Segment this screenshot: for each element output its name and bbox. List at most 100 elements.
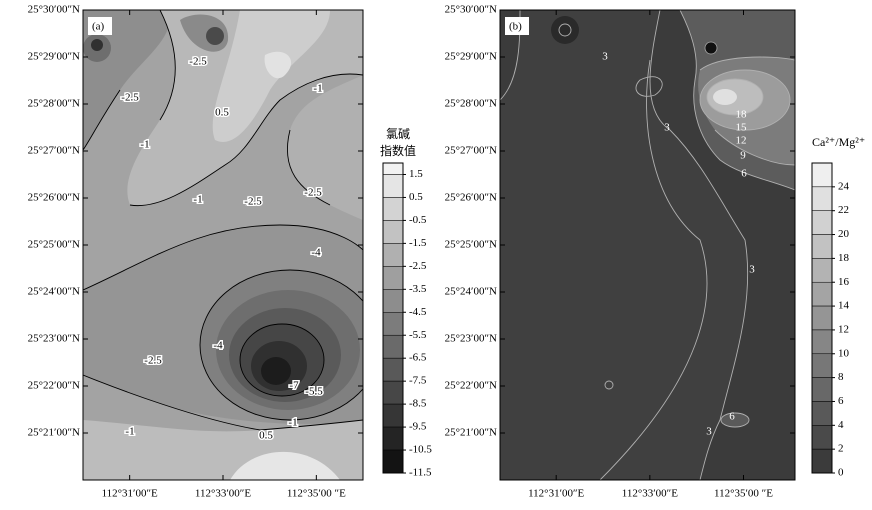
colorbar-frame	[382, 162, 404, 474]
colorbar-tick-label: 22	[838, 204, 849, 216]
contour-label: 6	[741, 168, 747, 180]
colorbar-tick-label: -3.5	[409, 283, 427, 295]
x-tick-label: 112°31′00″E	[102, 488, 158, 500]
colorbar-title: 指数值	[380, 143, 416, 158]
contour-line	[83, 89, 121, 151]
y-tick-label: 25°30′00″N	[445, 4, 497, 16]
x-tick-label: 112°35′00 ″E	[287, 488, 346, 500]
colorbar-segment	[811, 401, 833, 426]
y-tick-label: 25°26′00″N	[28, 192, 80, 204]
field-region	[261, 357, 291, 385]
contour-label: -2.5	[144, 355, 162, 367]
field-region	[212, 10, 330, 142]
y-tick-label: 25°21′00″N	[445, 427, 497, 439]
contour-label: -2.5	[244, 196, 262, 208]
field-region	[206, 27, 224, 45]
x-tick-label: 112°33′00″E	[622, 488, 678, 500]
colorbar-segment	[382, 289, 404, 313]
y-tick-label: 25°29′00″N	[28, 51, 80, 63]
y-tick-label: 25°23′00″N	[445, 333, 497, 345]
colorbar-tick-label: 1.5	[409, 168, 423, 180]
contour-line	[699, 69, 791, 131]
y-tick-label: 25°22′00″N	[445, 380, 497, 392]
contour-label: -2.5	[121, 92, 139, 104]
panel-label: (a)	[92, 21, 105, 33]
contour-label: -7	[289, 380, 299, 392]
contour-line	[720, 412, 750, 428]
colorbar-tick-label: 20	[838, 228, 850, 240]
colorbar-tick-label: 10	[838, 347, 850, 359]
x-tick-label: 112°35′00 ″E	[714, 488, 773, 500]
colorbar-segment	[811, 162, 833, 188]
colorbar-segment	[382, 403, 404, 428]
field-region	[230, 451, 340, 480]
colorbar-tick-label: -10.5	[409, 444, 432, 456]
colorbar-tick-label: 6	[838, 395, 844, 407]
colorbar-segment	[382, 243, 404, 267]
colorbar-segment	[382, 426, 404, 451]
y-tick-label: 25°23′00″N	[28, 333, 80, 345]
colorbar-tick-label: 8	[838, 371, 844, 383]
colorbar-tick-label: 16	[838, 276, 850, 288]
colorbar-segment	[811, 329, 833, 355]
contour-label: -4	[311, 247, 321, 259]
contour-label: 0.5	[215, 107, 229, 119]
contour-label: 3	[706, 426, 712, 438]
contour-line	[679, 10, 795, 191]
colorbar-segment	[382, 197, 404, 221]
contour-line	[714, 129, 795, 166]
colorbar-segment	[811, 234, 833, 259]
colorbar-segment	[382, 380, 404, 405]
colorbar-segment	[382, 449, 404, 474]
contour-line	[129, 73, 363, 207]
colorbar-segment	[811, 377, 833, 402]
contour-label: 15	[736, 122, 748, 134]
y-tick-label: 25°24′00″N	[28, 286, 80, 298]
contour-line	[239, 323, 325, 397]
y-tick-label: 25°24′00″N	[445, 286, 497, 298]
y-tick-label: 25°25′00″N	[445, 239, 497, 251]
y-tick-label: 25°29′00″N	[445, 51, 497, 63]
contour-line	[159, 10, 176, 121]
contour-label: 9	[740, 150, 746, 162]
contour-lines	[83, 10, 363, 431]
y-tick-label: 25°26′00″N	[445, 192, 497, 204]
colorbar-tick-label: -2.5	[409, 260, 427, 272]
field-region	[721, 413, 749, 427]
contour-line	[199, 269, 363, 421]
contour-line	[604, 380, 614, 390]
contour-line	[635, 76, 663, 97]
contour-field-b	[500, 10, 795, 480]
y-tick-label: 25°22′00″N	[28, 380, 80, 392]
colorbar-tick-label: -5.5	[409, 329, 427, 341]
panel-label-box	[505, 17, 529, 35]
contour-label: -2.5	[189, 56, 207, 68]
field-region	[704, 41, 718, 55]
colorbar-segment	[382, 334, 404, 359]
colorbar-tick-label: -9.5	[409, 421, 427, 433]
field-region	[91, 39, 103, 51]
field-region	[500, 10, 748, 480]
field-region	[264, 51, 292, 79]
colorbar-tick-label: 12	[838, 323, 849, 335]
colorbar-tick-label: -4.5	[409, 306, 427, 318]
colorbar-title: 氯碱	[386, 127, 410, 141]
contour-field-a	[83, 10, 363, 480]
contour-label: 3	[664, 122, 670, 134]
colorbar-tick-label: 24	[838, 180, 850, 192]
colorbar-segment	[382, 220, 404, 244]
contour-label: -1	[193, 194, 202, 206]
panel-label: (b)	[509, 21, 522, 33]
contour-line	[83, 224, 363, 291]
colorbar-tick-label: 2	[838, 443, 844, 455]
colorbar-tick-label: 4	[838, 419, 844, 431]
contour-label: -2.5	[304, 187, 322, 199]
x-tick-label: 112°33′00″E	[195, 488, 251, 500]
contour-lines	[500, 10, 795, 480]
contour-line	[706, 78, 764, 116]
colorbar-segment	[811, 448, 833, 474]
contour-line	[599, 59, 708, 480]
y-tick-label: 25°30′00″N	[28, 4, 80, 16]
colorbar-segment	[382, 312, 404, 336]
